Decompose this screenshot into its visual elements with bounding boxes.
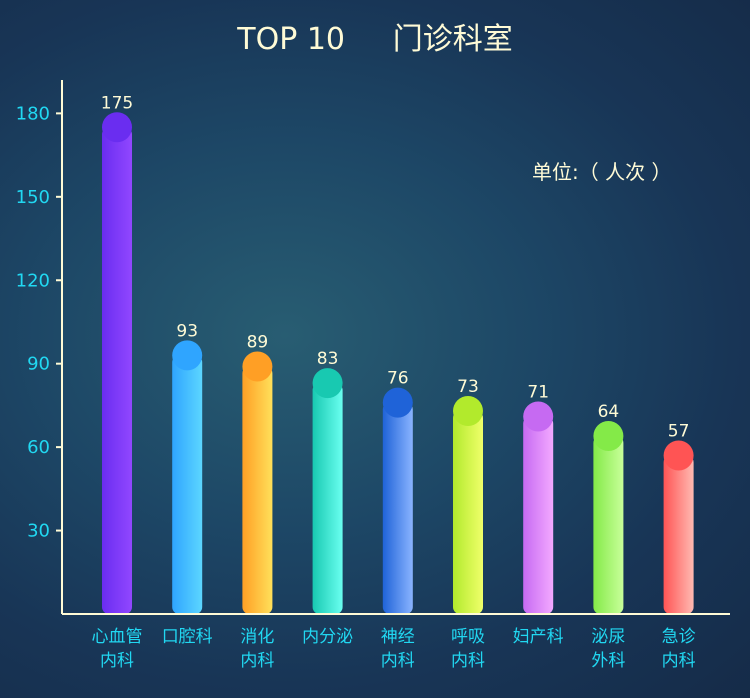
chart-title: TOP 10 门诊科室 <box>237 22 513 57</box>
y-tick-label: 90 <box>27 354 50 375</box>
bar <box>663 455 694 614</box>
x-category-label: 泌尿外科 <box>591 627 625 671</box>
x-category-label: 内分泌 <box>302 627 353 647</box>
y-tick-label: 120 <box>16 270 50 291</box>
bar-cap <box>453 395 483 426</box>
x-category-label: 急诊内科 <box>662 627 696 671</box>
bar-value-label: 57 <box>668 421 690 441</box>
bars <box>102 112 694 614</box>
value-labels: 175 93 89 83 76 73 71 64 57 <box>101 93 690 441</box>
bar-value-label: 83 <box>317 349 339 369</box>
bar-cap <box>242 351 273 382</box>
x-category-label: 消化内科 <box>240 627 274 671</box>
bar <box>382 402 413 614</box>
y-tick-label: 60 <box>27 437 50 458</box>
bar-value-label: 89 <box>247 332 269 352</box>
bar-value-label: 71 <box>527 383 549 403</box>
bar-value-label: 175 <box>101 93 133 113</box>
bar-value-label: 73 <box>457 377 479 397</box>
bar-cap <box>382 387 413 418</box>
x-category-label: 妇产科 <box>513 627 564 647</box>
bar <box>312 383 343 614</box>
y-axis-ticks: 30 60 90 120 150 180 <box>16 103 62 542</box>
bar <box>242 366 273 614</box>
unit-label: 单位:（ 人次 ） <box>532 160 672 184</box>
x-category-label: 口腔科 <box>162 627 213 647</box>
bar <box>453 410 483 614</box>
bar-value-label: 93 <box>176 321 198 341</box>
bar <box>172 355 203 614</box>
bar-cap <box>663 440 694 471</box>
bar-cap <box>172 340 203 371</box>
bar-value-label: 64 <box>598 402 620 422</box>
bar-cap <box>102 112 132 143</box>
y-tick-label: 150 <box>16 187 50 208</box>
bar-cap <box>523 401 554 432</box>
y-tick-label: 180 <box>16 103 50 124</box>
bar <box>102 127 132 614</box>
bar-cap <box>312 368 343 399</box>
bar-value-label: 76 <box>387 369 409 389</box>
bar-cap <box>593 421 624 451</box>
bar <box>523 416 554 614</box>
x-category-label: 神经内科 <box>381 627 415 671</box>
x-category-label: 呼吸内科 <box>451 627 485 671</box>
bar <box>593 436 624 614</box>
y-tick-label: 30 <box>27 521 50 542</box>
x-category-label: 心血管内科 <box>92 627 143 671</box>
